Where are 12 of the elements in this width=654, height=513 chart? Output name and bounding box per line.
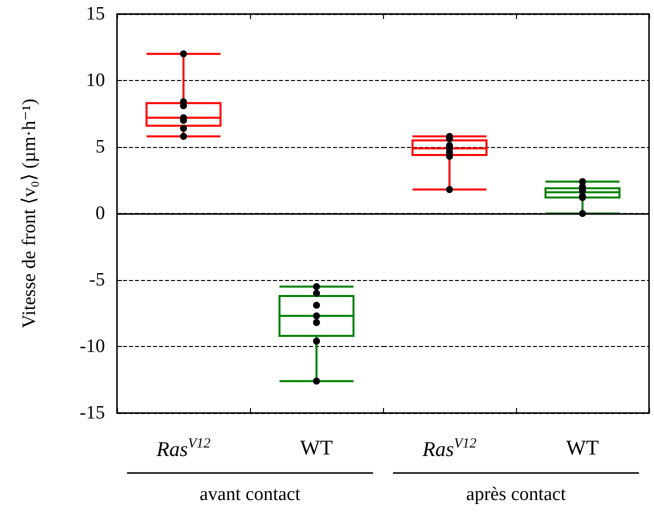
y-tick-label: -10 xyxy=(80,336,105,357)
x-tick-label: WT xyxy=(300,436,333,460)
x-axis-title: avant contact xyxy=(200,484,302,505)
y-tick-label: 0 xyxy=(96,203,105,224)
x-tick-label: WT xyxy=(566,436,598,460)
y-tick-label: -15 xyxy=(80,402,105,424)
y-tick-label: 5 xyxy=(96,136,105,158)
x-axis-title: après contact xyxy=(466,484,566,505)
y-tick-label: -5 xyxy=(89,270,105,290)
y-axis-title: Vitesse de front ⟨v₀⟩ (µm·h⁻¹) xyxy=(19,98,40,328)
y-tick-label: 10 xyxy=(86,70,105,91)
y-tick-label: 15 xyxy=(86,4,105,24)
